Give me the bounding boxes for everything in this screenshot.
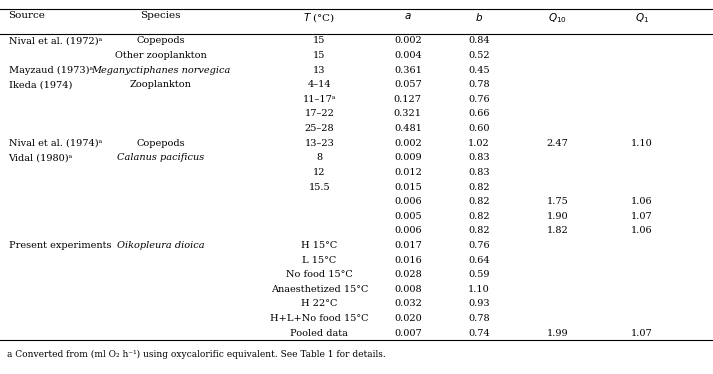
Text: No food 15°C: No food 15°C [286,270,353,279]
Text: 25–28: 25–28 [304,124,334,133]
Text: Present experiments: Present experiments [9,241,111,250]
Text: 1.07: 1.07 [631,212,652,221]
Text: 0.361: 0.361 [394,66,422,75]
Text: $T$ (°C): $T$ (°C) [303,11,336,24]
Text: 0.64: 0.64 [468,255,490,264]
Text: 0.006: 0.006 [394,197,421,206]
Text: 0.006: 0.006 [394,226,421,235]
Text: 0.028: 0.028 [394,270,421,279]
Text: 1.99: 1.99 [547,328,568,338]
Text: 8: 8 [317,153,322,162]
Text: Other zooplankton: Other zooplankton [115,51,206,60]
Text: 0.82: 0.82 [468,212,490,221]
Text: Anaesthetized 15°C: Anaesthetized 15°C [271,285,368,294]
Text: 0.93: 0.93 [468,299,490,308]
Text: Zooplankton: Zooplankton [130,80,191,89]
Text: Copepods: Copepods [136,36,185,46]
Text: Oikopleura dioica: Oikopleura dioica [117,241,204,250]
Text: 0.60: 0.60 [468,124,490,133]
Text: 0.481: 0.481 [394,124,422,133]
Text: 0.016: 0.016 [394,255,421,264]
Text: 0.009: 0.009 [394,153,421,162]
Text: 1.06: 1.06 [631,226,652,235]
Text: Pooled data: Pooled data [290,328,349,338]
Text: Vidal (1980)ᵃ: Vidal (1980)ᵃ [9,153,73,162]
Text: Nival et al. (1974)ᵃ: Nival et al. (1974)ᵃ [9,139,102,148]
Text: 15.5: 15.5 [309,183,330,191]
Text: 0.321: 0.321 [394,110,422,119]
Text: 0.76: 0.76 [468,95,490,104]
Text: H+L+No food 15°C: H+L+No food 15°C [270,314,369,323]
Text: $Q_1$: $Q_1$ [635,11,649,25]
Text: 0.82: 0.82 [468,183,490,191]
Text: Species: Species [140,11,180,20]
Text: 1.06: 1.06 [631,197,652,206]
Text: 1.07: 1.07 [631,328,652,338]
Text: 1.10: 1.10 [631,139,652,148]
Text: $Q_{10}$: $Q_{10}$ [548,11,567,25]
Text: 0.82: 0.82 [468,226,490,235]
Text: 0.82: 0.82 [468,197,490,206]
Text: 1.90: 1.90 [547,212,568,221]
Text: 1.02: 1.02 [468,139,490,148]
Text: 0.002: 0.002 [394,139,421,148]
Text: Ikeda (1974): Ikeda (1974) [9,80,72,89]
Text: Source: Source [9,11,46,20]
Text: 11–17ᵃ: 11–17ᵃ [303,95,336,104]
Text: 0.012: 0.012 [394,168,422,177]
Text: L 15°C: L 15°C [302,255,337,264]
Text: 0.008: 0.008 [394,285,421,294]
Text: 0.59: 0.59 [468,270,490,279]
Text: 15: 15 [313,36,326,46]
Text: a Converted from (ml O₂ h⁻¹) using oxycalorific equivalent. See Table 1 for deta: a Converted from (ml O₂ h⁻¹) using oxyca… [7,350,386,359]
Text: 0.76: 0.76 [468,241,490,250]
Text: 17–22: 17–22 [304,110,334,119]
Text: 0.017: 0.017 [394,241,422,250]
Text: $a$: $a$ [404,11,411,21]
Text: 0.78: 0.78 [468,314,490,323]
Text: Calanus pacificus: Calanus pacificus [117,153,204,162]
Text: 0.002: 0.002 [394,36,421,46]
Text: 0.057: 0.057 [394,80,421,89]
Text: 15: 15 [313,51,326,60]
Text: 0.020: 0.020 [394,314,421,323]
Text: 0.127: 0.127 [394,95,422,104]
Text: Meganyctiphanes norvegica: Meganyctiphanes norvegica [91,66,230,75]
Text: 0.84: 0.84 [468,36,490,46]
Text: 1.10: 1.10 [468,285,490,294]
Text: $b$: $b$ [475,11,483,23]
Text: 0.78: 0.78 [468,80,490,89]
Text: 13: 13 [313,66,326,75]
Text: 0.005: 0.005 [394,212,421,221]
Text: 1.75: 1.75 [547,197,568,206]
Text: Copepods: Copepods [136,139,185,148]
Text: 0.004: 0.004 [394,51,421,60]
Text: 2.47: 2.47 [547,139,568,148]
Text: 0.007: 0.007 [394,328,421,338]
Text: Mayzaud (1973)ᵃ: Mayzaud (1973)ᵃ [9,65,93,75]
Text: 0.83: 0.83 [468,153,490,162]
Text: 12: 12 [313,168,326,177]
Text: 1.82: 1.82 [547,226,568,235]
Text: 4–14: 4–14 [307,80,332,89]
Text: 0.015: 0.015 [394,183,421,191]
Text: H 22°C: H 22°C [301,299,338,308]
Text: 0.83: 0.83 [468,168,490,177]
Text: 0.74: 0.74 [468,328,490,338]
Text: 13–23: 13–23 [304,139,334,148]
Text: Nival et al. (1972)ᵃ: Nival et al. (1972)ᵃ [9,36,102,46]
Text: 0.032: 0.032 [394,299,422,308]
Text: 0.45: 0.45 [468,66,490,75]
Text: 0.52: 0.52 [468,51,490,60]
Text: H 15°C: H 15°C [302,241,337,250]
Text: 0.66: 0.66 [468,110,490,119]
